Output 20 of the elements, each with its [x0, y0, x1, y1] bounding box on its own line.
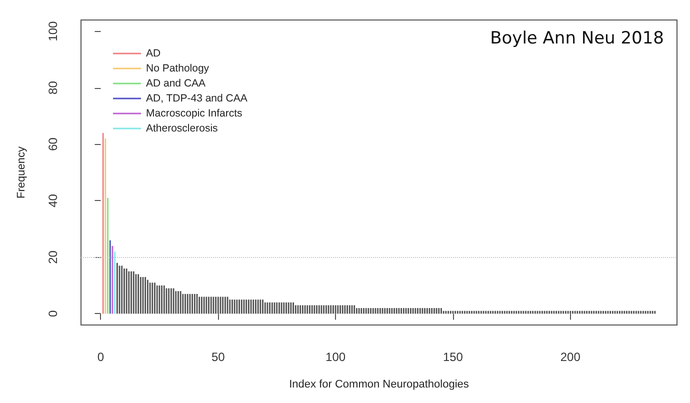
legend-label: AD, TDP-43 and CAA: [146, 92, 248, 104]
x-tick-label: 100: [326, 350, 346, 364]
y-tick-label: 100: [46, 20, 60, 42]
annotation: Boyle Ann Neu 2018: [490, 28, 664, 48]
x-tick-label: 0: [97, 350, 104, 364]
legend-label: No Pathology: [146, 62, 210, 74]
y-tick-label: 60: [46, 137, 60, 151]
y-axis-title: Frequency: [16, 146, 28, 198]
legend-label: Atherosclerosis: [146, 122, 218, 134]
y-tick-label: 40: [46, 194, 60, 208]
legend-label: Macroscopic Infarcts: [146, 108, 242, 120]
legend-label: AD: [146, 48, 162, 60]
x-tick-label: 50: [211, 350, 226, 364]
x-axis-title: Index for Common Neuropathologies: [289, 378, 470, 390]
y-tick-label: 80: [46, 80, 60, 94]
y-tick-label: 20: [46, 250, 60, 264]
x-tick-label: 150: [442, 350, 464, 364]
y-tick-label: 0: [46, 310, 60, 318]
x-tick-label: 200: [560, 350, 581, 364]
legend-label: AD and CAA: [146, 78, 206, 90]
